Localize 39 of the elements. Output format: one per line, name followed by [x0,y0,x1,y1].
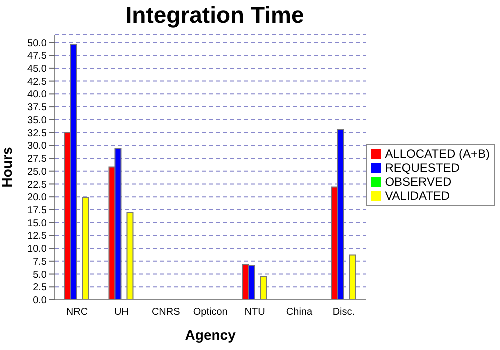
y-tick-label: 10.0 [28,244,48,256]
legend-label: ALLOCATED (A+B) [385,147,490,161]
y-tick-label: 45.0 [28,64,48,75]
legend-label: OBSERVED [385,175,452,189]
x-tick-label: Disc. [332,307,356,318]
x-axis-title: Agency [185,327,236,343]
y-tick-label: 30.0 [28,141,48,152]
x-tick-label: UH [114,307,129,318]
y-tick-label: 32.5 [28,128,48,140]
legend-label: REQUESTED [385,161,460,175]
legend-label: VALIDATED [385,189,450,203]
x-tick-label: Opticon [193,307,228,318]
y-tick-label: 7.5 [33,256,48,268]
bar [260,276,268,300]
y-axis-title: Hours [0,147,15,188]
y-tick-label: 20.0 [28,192,48,204]
bar [82,197,90,300]
y-tick-label: 42.5 [28,76,48,88]
chart-title: Integration Time [124,2,306,29]
y-tick-label: 27.5 [28,154,48,166]
y-tick-label: 5.0 [33,270,48,281]
y-tick-label: 17.5 [28,206,48,216]
bar [349,254,356,300]
y-tick-label: 12.5 [28,231,48,242]
y-tick-label: 25.0 [28,166,48,178]
y-tick-label: 22.5 [28,180,48,191]
y-tick-label: 2.5 [33,282,48,294]
y-tick-label: 50.0 [28,38,48,50]
y-tick-label: 35.0 [28,115,48,126]
y-tick-label: 15.0 [28,218,48,230]
bar [126,212,134,300]
y-tick-label: 40.0 [28,90,48,101]
x-tick-label: NRC [66,307,88,318]
y-tick-label: 0.0 [33,296,48,307]
y-tick-label: 37.5 [28,102,48,114]
x-tick-label: NTU [244,307,266,318]
y-tick-label: 47.5 [28,51,48,62]
x-tick-label: China [286,307,313,318]
x-tick-label: CNRS [152,307,181,318]
